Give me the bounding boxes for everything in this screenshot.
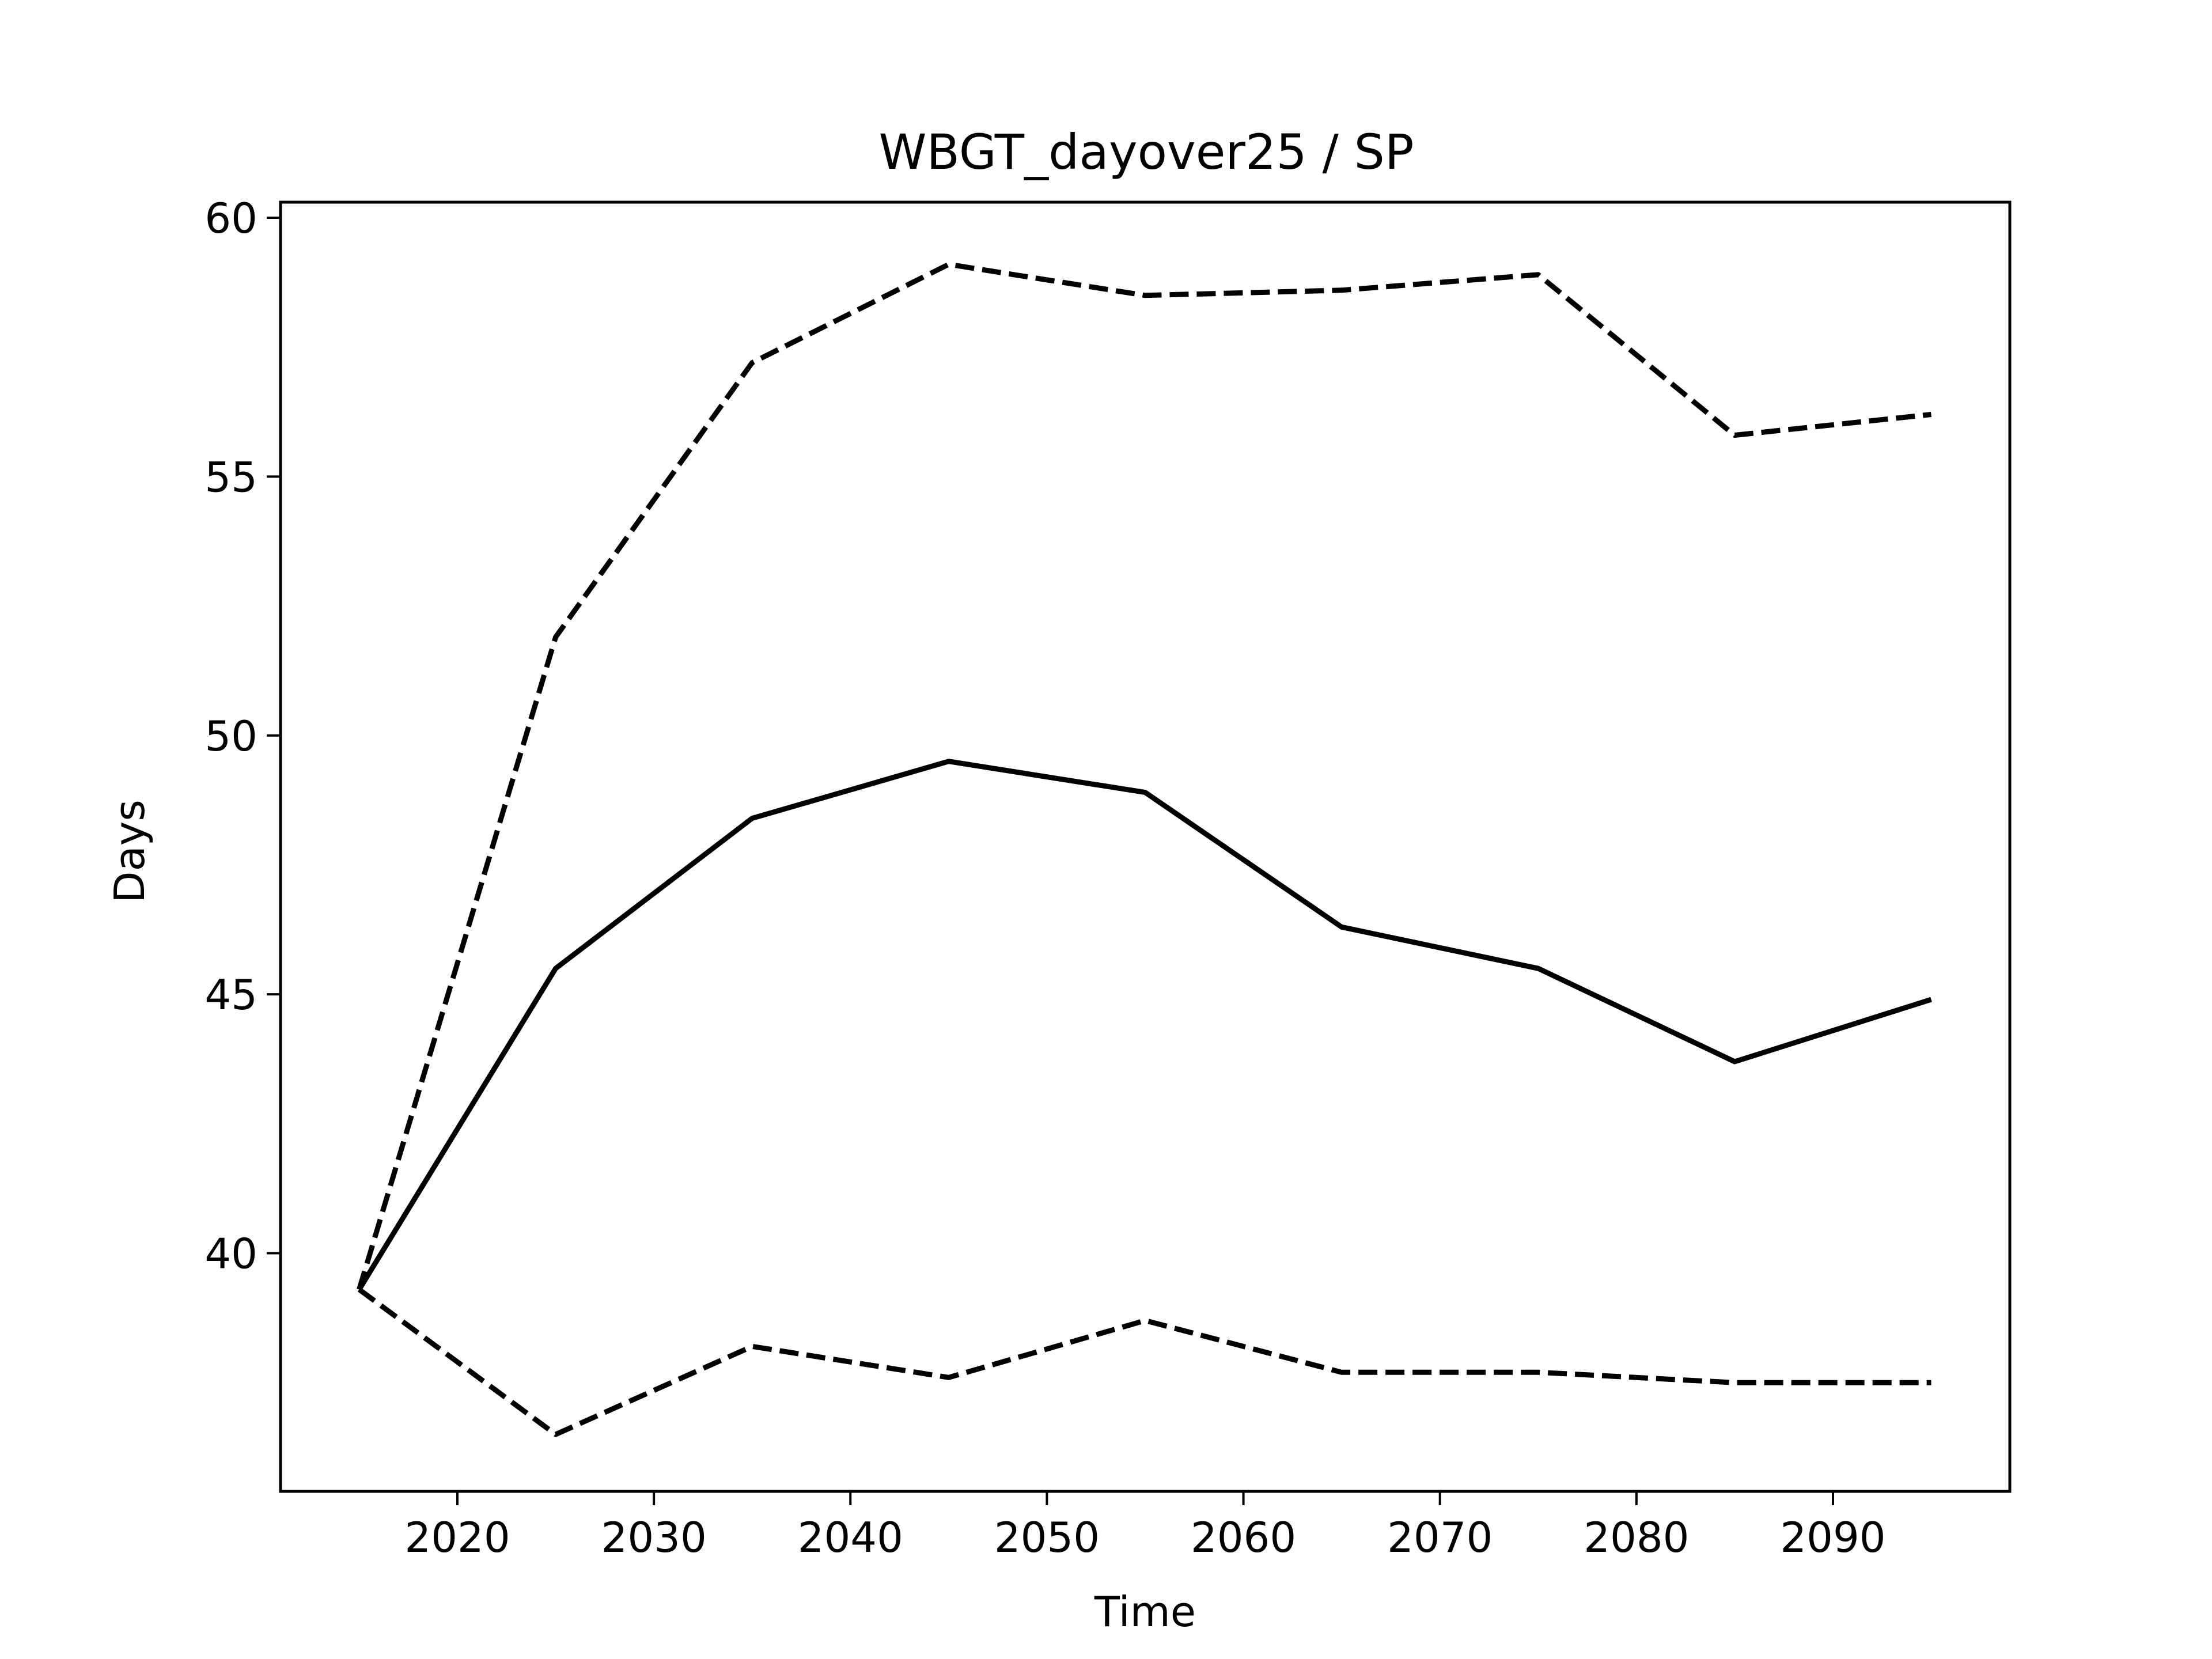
x-tick-label: 2030 <box>601 1513 707 1562</box>
x-tick-label: 2080 <box>1584 1513 1689 1562</box>
x-tick-label: 2070 <box>1387 1513 1493 1562</box>
plot-frame <box>279 200 2012 1493</box>
y-tick-label: 50 <box>204 712 257 760</box>
x-axis-label: Time <box>1094 1588 1196 1636</box>
series-line-mean <box>357 759 1932 1291</box>
x-tick-label: 2060 <box>1191 1513 1296 1562</box>
series-line-upper <box>357 262 1931 1290</box>
y-tick-label: 40 <box>204 1230 257 1278</box>
x-axis: 2020 2030 2040 2050 2060 2070 2080 2090 <box>404 1491 1886 1562</box>
y-axis: 40 45 50 55 60 <box>204 194 281 1278</box>
x-tick-label: 2040 <box>798 1513 903 1562</box>
y-axis-label: Days <box>105 800 154 903</box>
plot-area <box>357 262 1932 1437</box>
x-tick-label: 2050 <box>994 1513 1100 1562</box>
x-tick-label: 2020 <box>404 1513 510 1562</box>
y-tick-label: 55 <box>204 453 257 501</box>
chart-title: WBGT_dayover25 / SP <box>878 124 1414 180</box>
series-line-lower <box>357 1287 1931 1437</box>
x-tick-label: 2090 <box>1780 1513 1885 1562</box>
y-tick-label: 45 <box>204 971 257 1019</box>
y-tick-label: 60 <box>204 194 257 243</box>
